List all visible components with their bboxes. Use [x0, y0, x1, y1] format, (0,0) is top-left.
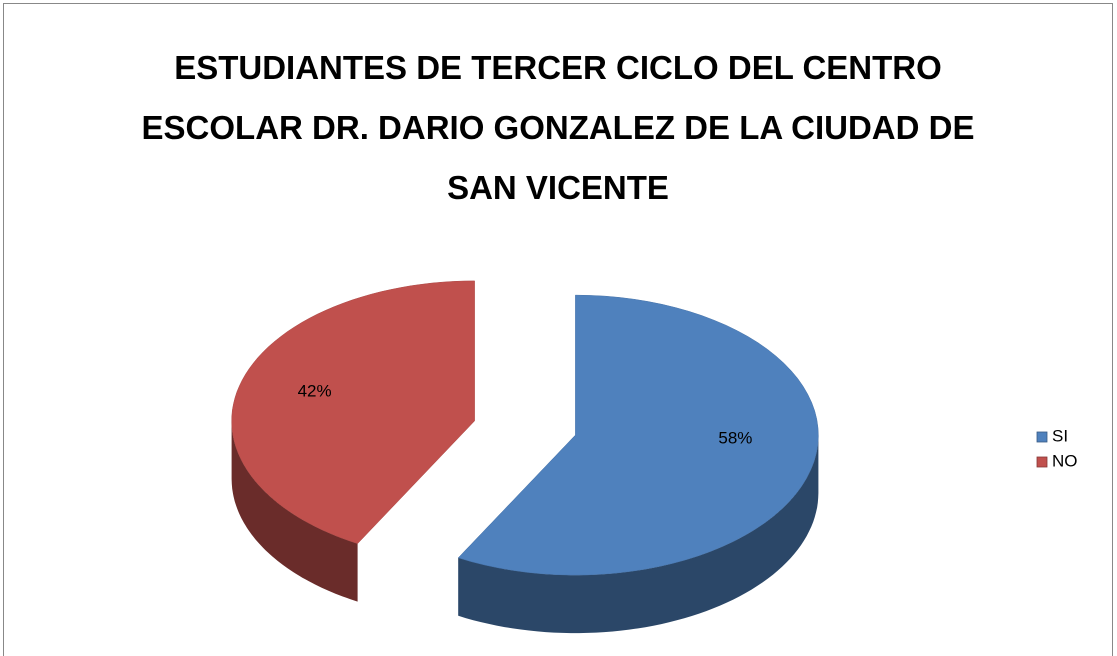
- legend-label: SI: [1052, 426, 1068, 445]
- legend-label: NO: [1052, 451, 1078, 470]
- data-label: 58%: [718, 428, 752, 447]
- chart-title: ESTUDIANTES DE TERCER CICLO DEL CENTRO E…: [141, 49, 975, 206]
- legend-swatch: [1036, 456, 1048, 468]
- slice-wall: [458, 435, 819, 634]
- slice-wall: [231, 420, 358, 602]
- pie-slice: [231, 280, 475, 544]
- legend-swatch: [1036, 431, 1048, 443]
- chart-border: [3, 3, 1113, 656]
- data-label: 42%: [298, 382, 332, 401]
- pie-slice: [457, 294, 819, 576]
